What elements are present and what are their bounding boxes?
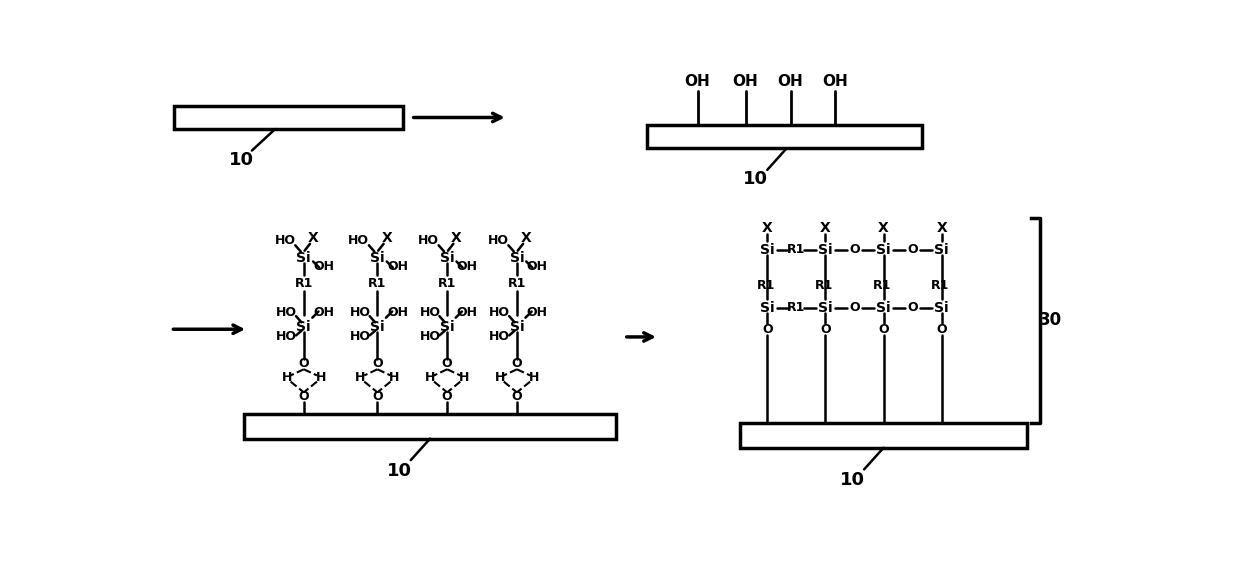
Text: H: H — [355, 371, 366, 384]
Text: Si: Si — [934, 301, 949, 315]
Text: H: H — [425, 371, 435, 384]
Text: O: O — [512, 357, 522, 370]
Text: OH: OH — [527, 306, 548, 319]
Text: Si: Si — [877, 301, 890, 315]
Text: O: O — [372, 357, 383, 370]
Bar — [740, 423, 1027, 448]
Text: OH: OH — [456, 260, 477, 273]
Text: X: X — [761, 221, 773, 234]
Text: R1: R1 — [787, 301, 806, 314]
Text: HO: HO — [275, 234, 295, 247]
Text: OH: OH — [314, 306, 335, 319]
Text: R1: R1 — [815, 279, 833, 292]
Text: O: O — [441, 391, 453, 404]
Text: X: X — [820, 221, 831, 234]
Bar — [647, 125, 923, 148]
Text: Si: Si — [510, 320, 525, 334]
Text: Si: Si — [818, 243, 833, 257]
Text: R1: R1 — [368, 277, 387, 289]
Text: HO: HO — [277, 330, 298, 343]
Text: HO: HO — [277, 306, 298, 319]
Text: X: X — [308, 232, 319, 246]
Text: X: X — [451, 232, 461, 246]
Text: O: O — [761, 323, 773, 336]
Text: H: H — [281, 371, 291, 384]
Text: Si: Si — [934, 243, 949, 257]
Text: OH: OH — [527, 260, 548, 273]
Text: O: O — [299, 357, 309, 370]
Text: Si: Si — [370, 320, 384, 334]
Text: H: H — [389, 371, 399, 384]
Text: O: O — [908, 301, 918, 314]
Text: 10: 10 — [387, 462, 412, 480]
Text: 30: 30 — [1039, 311, 1061, 329]
Text: HO: HO — [490, 306, 511, 319]
Text: HO: HO — [418, 234, 439, 247]
Text: X: X — [936, 221, 947, 234]
Text: R1: R1 — [873, 279, 892, 292]
Text: O: O — [299, 391, 309, 404]
Text: OH: OH — [733, 74, 759, 89]
Text: OH: OH — [456, 306, 477, 319]
Text: O: O — [908, 243, 918, 256]
Text: OH: OH — [387, 260, 408, 273]
Text: H: H — [316, 371, 326, 384]
Text: O: O — [849, 243, 859, 256]
Text: X: X — [521, 232, 532, 246]
Text: OH: OH — [684, 74, 711, 89]
Text: O: O — [820, 323, 831, 336]
Text: O: O — [878, 323, 889, 336]
Text: O: O — [441, 357, 453, 370]
Text: R1: R1 — [756, 279, 775, 292]
Text: OH: OH — [387, 306, 408, 319]
Text: O: O — [936, 323, 947, 336]
Text: R1: R1 — [438, 277, 456, 289]
Text: R1: R1 — [295, 277, 312, 289]
Text: O: O — [512, 391, 522, 404]
Text: HO: HO — [419, 306, 440, 319]
Text: HO: HO — [348, 234, 370, 247]
Text: R1: R1 — [787, 243, 806, 256]
Text: Si: Si — [296, 251, 311, 265]
Text: O: O — [849, 301, 859, 314]
Text: Si: Si — [760, 301, 775, 315]
Text: 10: 10 — [229, 151, 254, 169]
Text: H: H — [459, 371, 470, 384]
Text: 10: 10 — [839, 471, 866, 489]
Text: X: X — [878, 221, 889, 234]
Text: H: H — [528, 371, 539, 384]
Text: X: X — [382, 232, 392, 246]
Text: Si: Si — [877, 243, 890, 257]
Bar — [175, 106, 403, 129]
Text: HO: HO — [490, 330, 511, 343]
Bar — [244, 414, 616, 438]
Text: Si: Si — [510, 251, 525, 265]
Text: 10: 10 — [743, 170, 768, 188]
Text: Si: Si — [440, 251, 455, 265]
Text: H: H — [495, 371, 505, 384]
Text: OH: OH — [314, 260, 335, 273]
Text: HO: HO — [350, 306, 371, 319]
Text: HO: HO — [487, 234, 508, 247]
Text: R1: R1 — [931, 279, 950, 292]
Text: OH: OH — [822, 74, 848, 89]
Text: HO: HO — [350, 330, 371, 343]
Text: O: O — [372, 391, 383, 404]
Text: Si: Si — [818, 301, 833, 315]
Text: HO: HO — [419, 330, 440, 343]
Text: Si: Si — [296, 320, 311, 334]
Text: Si: Si — [370, 251, 384, 265]
Text: Si: Si — [760, 243, 775, 257]
Text: Si: Si — [440, 320, 455, 334]
Text: R1: R1 — [507, 277, 526, 289]
Text: OH: OH — [777, 74, 804, 89]
